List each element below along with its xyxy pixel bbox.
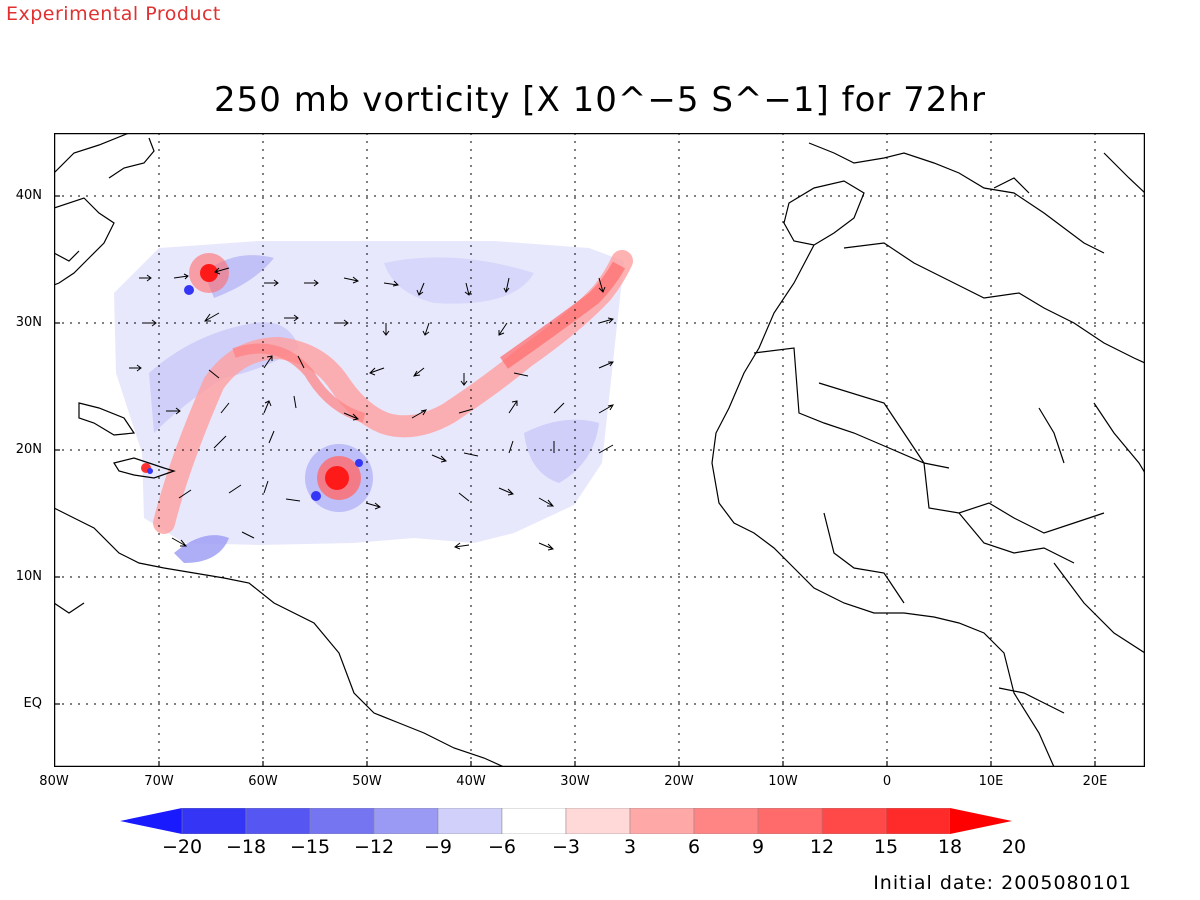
lon-label-20e: 20E xyxy=(1082,774,1108,789)
colorbar-label: −12 xyxy=(353,836,395,858)
colorbar-label: 9 xyxy=(751,836,765,858)
map-plot xyxy=(54,133,1145,767)
colorbar-cell xyxy=(693,808,759,834)
lon-label-40w: 40W xyxy=(456,774,486,789)
colorbar-cell xyxy=(373,808,439,834)
colorbar-cell xyxy=(309,808,375,834)
colorbar-label: −6 xyxy=(487,836,516,858)
colorbar-label: 6 xyxy=(687,836,701,858)
colorbar-arrow-right xyxy=(950,808,1012,834)
colorbar-cell xyxy=(565,808,631,834)
lon-label-10e: 10E xyxy=(978,774,1004,789)
lat-label-30n: 30N xyxy=(15,315,42,330)
colorbar-label: −3 xyxy=(551,836,580,858)
colorbar-cell xyxy=(437,808,503,834)
colorbar-cell xyxy=(501,808,567,834)
colorbar-cell xyxy=(629,808,695,834)
colorbar-label: 12 xyxy=(809,836,835,858)
lon-label-60w: 60W xyxy=(248,774,278,789)
coastlines xyxy=(54,133,1145,767)
lon-label-30w: 30W xyxy=(560,774,590,789)
colorbar-label: −20 xyxy=(161,836,203,858)
lat-label-40n: 40N xyxy=(15,188,42,203)
colorbar-cell xyxy=(885,808,951,834)
lon-label-70w: 70W xyxy=(144,774,174,789)
colorbar-label: 18 xyxy=(937,836,963,858)
colorbar xyxy=(120,808,1012,834)
colorbar-label: 3 xyxy=(623,836,637,858)
lat-label-20n: 20N xyxy=(15,442,42,457)
lat-label-10n: 10N xyxy=(15,569,42,584)
lon-label-0: 0 xyxy=(882,774,892,789)
colorbar-label: 20 xyxy=(1001,836,1027,858)
lon-label-20w: 20W xyxy=(664,774,694,789)
vorticity-field xyxy=(114,241,633,563)
colorbar-cell xyxy=(181,808,247,834)
initial-date: Initial date: 2005080101 xyxy=(873,872,1132,894)
colorbar-arrow-left xyxy=(120,808,182,834)
colorbar-label: 15 xyxy=(873,836,899,858)
axis-ticks xyxy=(54,195,1096,767)
lon-label-10w: 10W xyxy=(768,774,798,789)
map-canvas xyxy=(54,133,1145,767)
experimental-product-label: Experimental Product xyxy=(6,3,221,25)
colorbar-label: −18 xyxy=(225,836,267,858)
colorbar-label: −9 xyxy=(423,836,452,858)
lon-label-80w: 80W xyxy=(39,774,69,789)
wind-vectors xyxy=(129,267,615,551)
colorbar-cell xyxy=(821,808,887,834)
lon-label-50w: 50W xyxy=(352,774,382,789)
colorbar-label: −15 xyxy=(289,836,331,858)
map-title: 250 mb vorticity [X 10^−5 S^−1] for 72hr xyxy=(214,80,986,120)
lat-label-eq: EQ xyxy=(23,696,42,711)
colorbar-cell xyxy=(757,808,823,834)
colorbar-cell xyxy=(245,808,311,834)
